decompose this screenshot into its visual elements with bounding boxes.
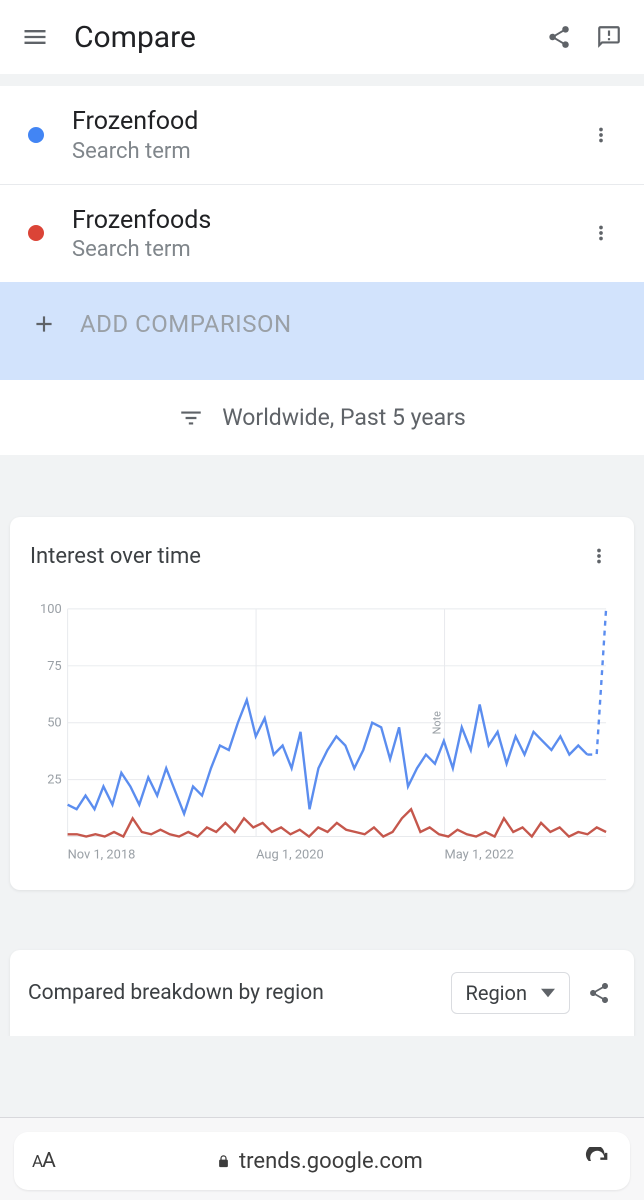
browser-url-bar: AA trends.google.com (0, 1117, 644, 1200)
region-share-button[interactable] (582, 976, 616, 1010)
series-color-dot (28, 225, 44, 241)
term-more-button[interactable] (586, 218, 616, 248)
series-color-dot (28, 127, 44, 143)
chevron-down-icon (541, 986, 555, 1000)
chart-more-button[interactable] (584, 541, 614, 571)
search-term-card[interactable]: Frozenfoods Search term (0, 185, 644, 283)
svg-text:Aug 1, 2020: Aug 1, 2020 (256, 847, 324, 862)
interest-line-chart: 25 50 75 100 Nov 1, 2018 Aug 1, 2020 May 1, 20… (30, 599, 614, 876)
filter-bar[interactable]: Worldwide, Past 5 years (0, 380, 644, 455)
filter-label: Worldwide, Past 5 years (222, 404, 466, 431)
svg-text:50: 50 (47, 716, 61, 731)
svg-text:75: 75 (47, 659, 61, 674)
term-name: Frozenfood (72, 106, 586, 139)
svg-text:100: 100 (40, 602, 62, 617)
term-name: Frozenfoods (72, 205, 586, 238)
feedback-icon[interactable] (592, 20, 626, 54)
term-subtitle: Search term (72, 139, 586, 164)
interest-over-time-card: Interest over time 25 50 75 100 Nov 1, 2018 A… (10, 517, 634, 890)
svg-text:May 1, 2022: May 1, 2022 (445, 847, 514, 862)
svg-text:Note: Note (431, 711, 444, 735)
term-more-button[interactable] (586, 120, 616, 150)
chart-title: Interest over time (30, 544, 584, 569)
region-dropdown-label: Region (466, 981, 527, 1005)
filter-icon (178, 405, 204, 431)
svg-text:25: 25 (47, 773, 61, 788)
menu-button[interactable] (18, 20, 52, 54)
region-dropdown[interactable]: Region (451, 972, 570, 1014)
share-icon[interactable] (542, 20, 576, 54)
plus-icon (30, 310, 58, 338)
add-comparison-button[interactable]: ADD COMPARISON (0, 282, 644, 380)
region-breakdown-card: Compared breakdown by region Region (10, 950, 634, 1036)
term-subtitle: Search term (72, 237, 586, 262)
url-display[interactable]: trends.google.com (55, 1149, 584, 1174)
text-size-button[interactable]: AA (32, 1149, 55, 1173)
search-term-card[interactable]: Frozenfood Search term (0, 86, 644, 185)
page-title: Compare (74, 20, 542, 55)
refresh-button[interactable] (584, 1147, 612, 1175)
lock-icon (216, 1154, 231, 1169)
add-comparison-label: ADD COMPARISON (80, 310, 292, 338)
url-text: trends.google.com (239, 1149, 423, 1174)
region-card-title: Compared breakdown by region (28, 981, 439, 1005)
svg-text:Nov 1, 2018: Nov 1, 2018 (68, 847, 136, 862)
